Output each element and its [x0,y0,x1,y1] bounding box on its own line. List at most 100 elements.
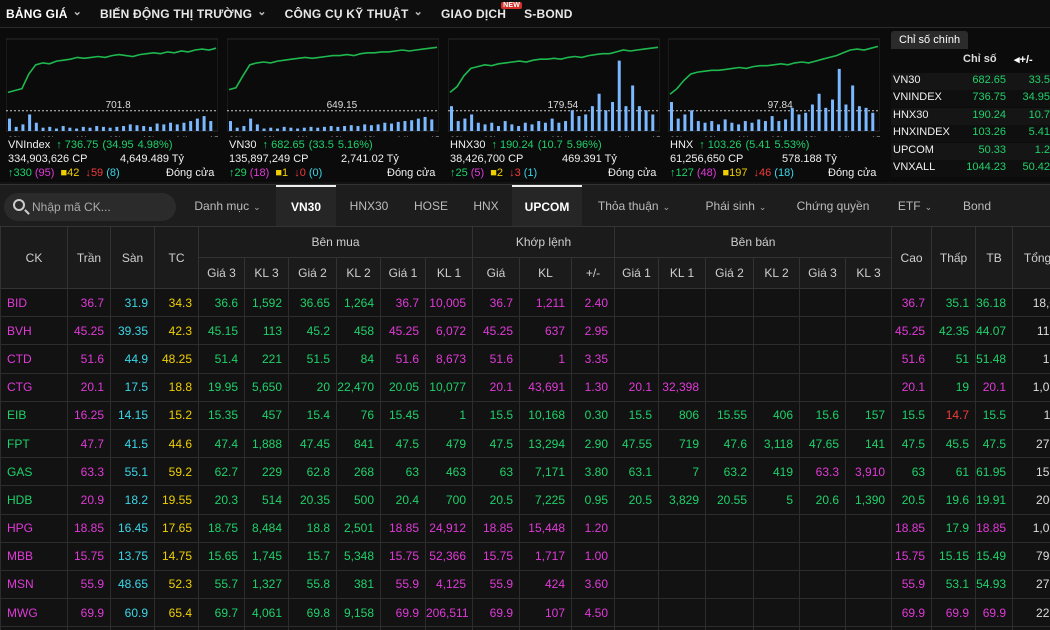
table-row[interactable]: HDB 20.9 18.2 19.55 20.3 514 20.35 500 20.4 700 20… [0,485,1050,515]
high-price: 69.9 [891,598,933,628]
total-vol: 11 [1012,400,1050,430]
nav-item-label: GIAO DỊCH [440,6,507,21]
board-tab[interactable]: ETF ⌄ [884,185,946,227]
volume-bar [21,124,25,131]
sell-vol-3 [844,598,893,628]
stock-code[interactable]: CTD [0,344,68,374]
chevron-down-icon: ⌄ [253,202,261,212]
board-tab[interactable]: VN30 [276,185,336,227]
buy-vol-3: 457 [244,400,289,430]
stock-code[interactable]: GAS [0,457,68,487]
stock-code[interactable]: CTG [0,372,68,402]
table-row[interactable]: EIB 16.25 14.15 15.2 15.35 457 15.4 76 15.45 1 15.… [0,400,1050,430]
table-row[interactable]: MWG 69.9 60.9 65.4 69.7 4,061 69.8 9,158 69.9 206… [0,598,1050,628]
stock-code[interactable]: MBB [0,541,68,571]
nav-item[interactable]: CÔNG CỤ KỸ THUẬT ⌄ [285,6,423,21]
unchanged: 2 [496,167,504,179]
stock-code[interactable]: BID [0,287,68,318]
ref-price: 65.4 [154,598,199,628]
table-row[interactable]: CTD 51.6 44.9 48.25 51.4 221 51.5 84 51.6 8,673 51… [0,344,1050,374]
index-row[interactable]: HNXINDEX 103.26 5.41 [891,125,1050,143]
total-vol: 18,0 [1012,287,1050,318]
index-row[interactable]: VN30 682.65 33.5 [891,73,1050,90]
table-row[interactable]: GAS 63.3 55.1 59.2 62.7 229 62.8 268 63 463 63 7,17… [0,457,1050,487]
nav-item[interactable]: S-BOND [524,7,573,21]
chevron-down-icon: ⌄ [257,6,267,18]
total-vol: 156 [1012,457,1050,487]
avg-price: 54.93 [975,569,1014,600]
volume-bar [175,124,179,131]
index-row[interactable]: VNINDEX 736.75 34.95 [891,90,1050,108]
volume-bar [490,122,494,131]
buy-vol-1: 1 [425,400,473,430]
index-line [7,47,217,94]
index-head-change[interactable]: ◂+/- [1014,54,1033,66]
board-tab[interactable]: HNX [462,185,510,227]
board-tab[interactable]: Danh mục ⌄ [180,185,275,227]
table-row[interactable]: BID 36.7 31.9 34.3 36.6 1,592 36.65 1,264 36.7 10… [0,287,1050,318]
stock-code[interactable]: HPG [0,513,68,543]
board-tab[interactable]: Phái sinh ⌄ [690,185,782,227]
nav-item[interactable]: BẢNG GIÁ ⌄ [6,6,82,21]
index-row[interactable]: UPCOM 50.33 1.2 [891,142,1050,160]
search-input[interactable] [32,198,170,216]
table-row[interactable]: NVL [0,626,1050,630]
stock-search[interactable] [4,193,176,221]
board-tab-label: Danh mục [194,199,250,213]
sell-price-2: 47.6 [705,428,754,459]
ceiling-price: 51.6 [67,344,111,374]
table-row[interactable]: HPG 18.85 16.45 17.65 18.75 8,484 18.8 2,501 18.… [0,513,1050,543]
buy-price-1: 55.9 [380,569,426,600]
board-tab[interactable]: Thỏa thuận ⌄ [584,185,684,227]
stock-code[interactable]: EIB [0,400,68,430]
table-row[interactable]: CTG 20.1 17.5 18.8 19.95 5,650 20 22,470 20.05 10… [0,372,1050,402]
volume-bar [463,118,467,131]
stock-code[interactable]: MSN [0,569,68,600]
table-row[interactable]: MBB 15.75 13.75 14.75 15.65 1,745 15.7 5,348 15.… [0,541,1050,571]
index-value: 682.65 [271,139,305,151]
index-panel[interactable]: 649.1509h10h11h12h13h14h15hVN30↑ 682.65(… [227,31,443,181]
buy-vol-3: 1,592 [244,287,289,318]
board-tab[interactable]: Chứng quyền [786,185,880,227]
nav-item[interactable]: BIẾN ĐỘNG THỊ TRƯỜNG ⌄ [100,6,267,21]
match-price: 36.7 [472,287,520,318]
index-panel[interactable]: 701.8 09h 10h 11h 12h 13h 14h 15h VNIndex ↑ 736.7… [6,31,222,181]
board-tab[interactable]: HOSE [402,185,460,227]
volume-bar [723,119,727,131]
match-change: 3.35 [571,344,615,374]
nav-item[interactable]: GIAO DỊCH NEW [440,1,523,21]
index-panel[interactable]: 179.54 09h 10h 11h 12h 13h 14h 15h HNX30 ↑ 190.24… [448,31,664,181]
board-tab[interactable]: HNX30 [338,185,400,227]
table-row[interactable]: FPT 47.7 41.5 44.6 47.4 1,888 47.45 841 47.5 479 4… [0,428,1050,459]
reference-value: 701.8 [106,100,131,111]
time-tick: 12h [551,135,566,137]
index-panel[interactable]: 97.84 09h 10h 11h 12h 13h 14h 15h HNX ↑ 103.26(5.… [668,31,884,181]
stock-code[interactable]: HDB [0,485,68,515]
avg-price: 15.49 [975,541,1014,571]
board-tab[interactable]: UPCOM [512,185,582,227]
time-tick: 13h [584,135,599,137]
col-ck[interactable]: CK [0,226,68,289]
stock-code[interactable]: BVH [0,316,68,346]
table-row[interactable]: MSN 55.9 48.65 52.3 55.7 1,327 55.8 381 55.9 4,12… [0,569,1050,600]
match-change: 2.90 [571,428,615,459]
volume-bar [456,121,460,131]
volume-bar [537,121,541,131]
ref-price: 44.6 [154,428,199,459]
stock-code[interactable]: MWG [0,598,68,628]
sell-price-3: 63.3 [799,457,846,487]
sell-price-1 [614,316,659,346]
match-price: 15.5 [472,400,520,430]
board-tab[interactable]: Bond [952,185,1002,227]
table-row[interactable]: BVH 45.25 39.35 42.3 45.15 113 45.2 458 45.25 6,0… [0,316,1050,346]
time-tick: 15h [651,135,660,137]
time-tick: 13h [363,135,378,137]
index-row[interactable]: VNXALL 1044.23 50.42 [891,160,1050,177]
total-vol: 271 [1012,428,1050,459]
time-tick: 11h [75,135,89,137]
main-index-tab[interactable]: Chỉ số chính [891,31,969,49]
index-row[interactable]: HNX30 190.24 10.7 [891,107,1050,125]
panel-volume-line: 135,897,249 CP 2,741.02 Tỷ [229,153,439,165]
stock-code[interactable]: FPT [0,428,68,459]
volume-bar [68,127,72,131]
